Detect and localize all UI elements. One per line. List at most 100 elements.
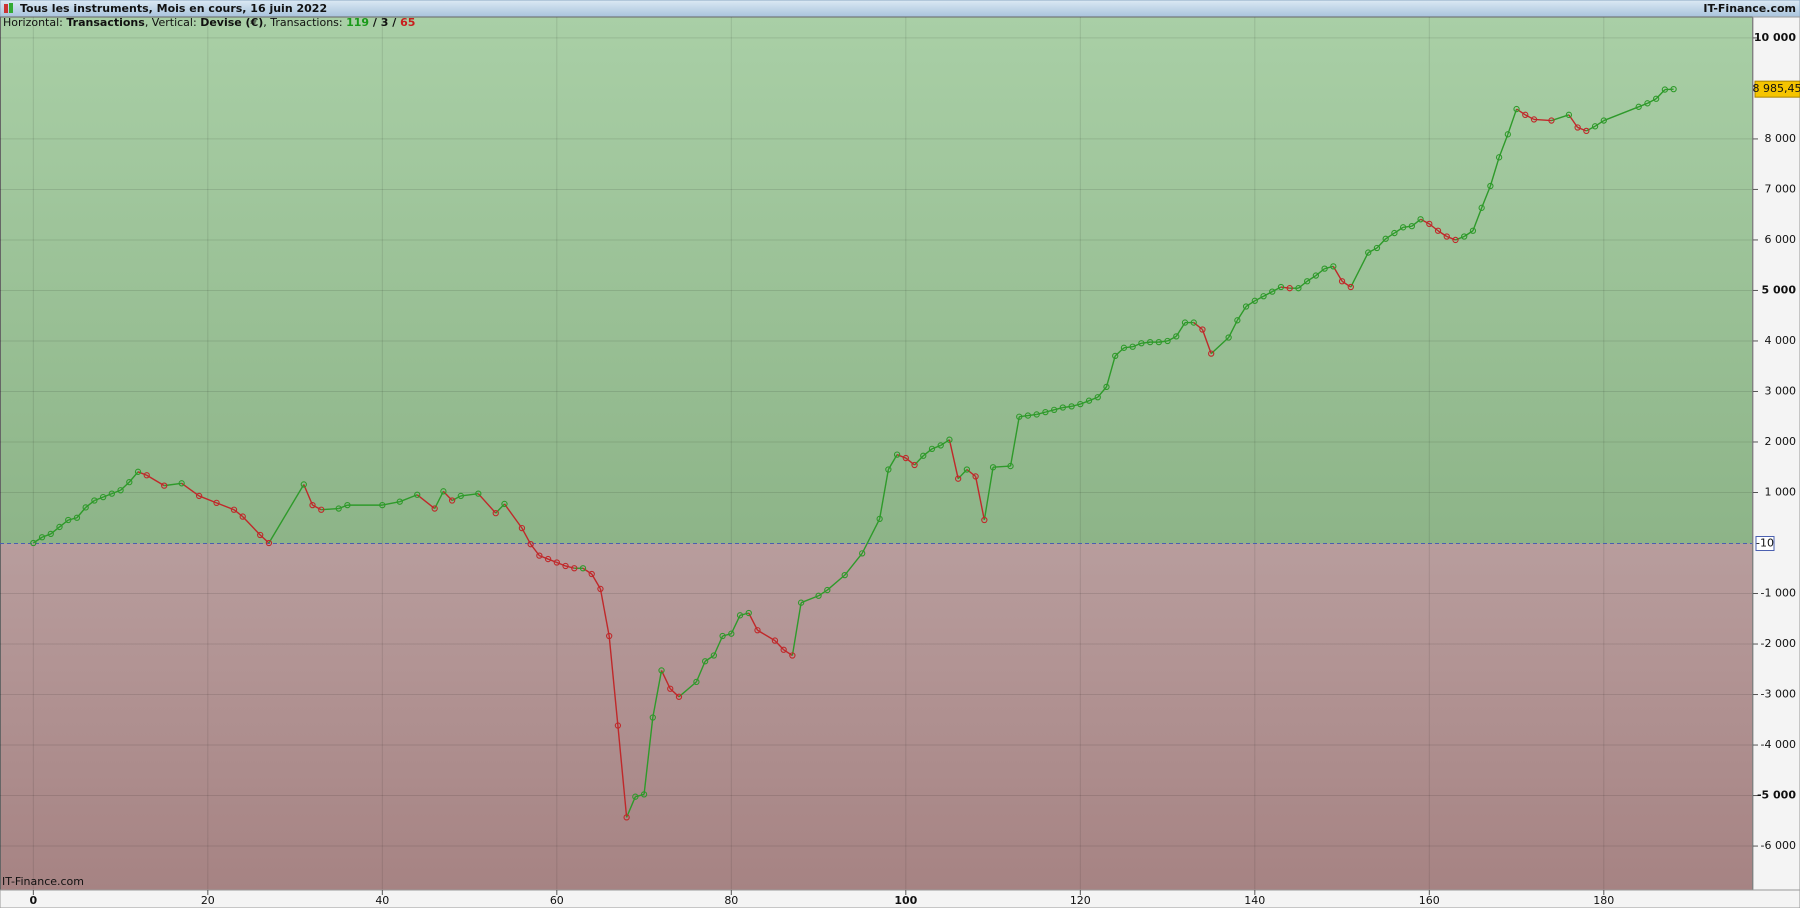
line-segment — [1245, 300, 1256, 308]
line-segment — [565, 565, 575, 569]
line-segment — [1507, 108, 1518, 135]
point — [1548, 117, 1555, 124]
line-segment — [146, 474, 165, 487]
point — [606, 632, 613, 640]
point — [1077, 400, 1084, 408]
line-segment — [643, 717, 654, 795]
line-segment — [312, 504, 322, 511]
line-segment — [1420, 218, 1430, 225]
point — [736, 612, 744, 619]
point — [344, 501, 351, 509]
point — [1330, 263, 1337, 270]
point — [440, 488, 447, 495]
point — [1382, 235, 1389, 242]
negative-zone — [0, 543, 1753, 890]
line-segment — [599, 588, 610, 637]
point — [38, 534, 46, 541]
line-segment — [68, 517, 78, 521]
watermark: IT-Finance.com — [2, 875, 84, 888]
line-segment — [1577, 126, 1587, 132]
y-tick-label: -5 000 — [1757, 789, 1796, 802]
point — [1478, 204, 1485, 211]
line-segment — [1062, 405, 1072, 409]
point — [946, 436, 953, 443]
line-segment — [1158, 340, 1168, 343]
point — [1591, 123, 1599, 130]
y-tick-label: 8 000 — [1765, 132, 1797, 145]
line-segment — [1210, 337, 1230, 355]
point — [1269, 288, 1276, 295]
point — [1164, 337, 1171, 345]
line-segment — [338, 504, 348, 510]
line-segment — [826, 574, 846, 591]
y-tick-label: -6 000 — [1761, 839, 1796, 852]
point — [1365, 249, 1372, 256]
line-segment — [1141, 341, 1151, 344]
point — [1408, 223, 1416, 230]
point — [335, 505, 342, 512]
line-segment — [905, 457, 915, 466]
point — [544, 555, 552, 563]
line-segment — [774, 640, 785, 651]
line-segment — [556, 561, 566, 567]
point — [789, 652, 796, 659]
point — [920, 452, 927, 459]
line-segment — [1009, 416, 1020, 467]
line-segment — [1201, 329, 1212, 354]
line-segment — [111, 489, 121, 495]
y-tick-label: 6 000 — [1765, 233, 1797, 246]
point — [265, 539, 273, 547]
subtitle-part: / — [388, 16, 400, 29]
line-segment — [1394, 226, 1404, 234]
line-segment — [85, 499, 95, 508]
point — [562, 562, 569, 570]
point — [824, 586, 831, 594]
subtitle-part: / — [369, 16, 381, 29]
line-segment — [1376, 238, 1387, 249]
point — [318, 506, 325, 513]
point — [1181, 319, 1189, 326]
line-segment — [617, 725, 628, 818]
point — [239, 513, 246, 520]
line-segment — [1053, 406, 1064, 411]
line-segment — [748, 612, 759, 631]
subtitle-part: Transactions — [66, 16, 145, 29]
line-segment — [1403, 225, 1412, 229]
line-segment — [966, 468, 977, 477]
point — [143, 472, 150, 479]
positive-zone — [0, 17, 1753, 544]
line-segment — [791, 602, 802, 656]
point — [815, 592, 822, 599]
point — [1487, 182, 1494, 190]
line-segment — [1080, 400, 1090, 405]
point — [379, 501, 386, 509]
line-segment — [50, 526, 60, 535]
subtitle-part: 119 — [346, 16, 369, 29]
line-segment — [704, 654, 715, 662]
point — [701, 658, 709, 665]
line-segment — [695, 660, 706, 683]
point — [178, 480, 185, 487]
point — [91, 497, 98, 504]
point — [893, 451, 901, 458]
line-segment — [59, 519, 69, 528]
line-segment — [268, 484, 305, 544]
line-segment — [1350, 252, 1369, 288]
point — [1251, 297, 1258, 304]
line-segment — [878, 469, 890, 520]
y-tick-label: -4 000 — [1761, 738, 1796, 751]
point — [1190, 319, 1197, 326]
point — [30, 539, 37, 547]
y-tick-label: 7 000 — [1765, 182, 1797, 195]
line-segment — [1105, 355, 1116, 388]
point — [1016, 413, 1023, 420]
line-segment — [1123, 346, 1133, 349]
point — [1644, 100, 1651, 107]
point — [1286, 285, 1293, 292]
y-tick-label: 1 000 — [1765, 485, 1797, 498]
line-segment — [730, 615, 741, 634]
point — [1042, 408, 1049, 416]
point — [579, 565, 587, 572]
point — [902, 454, 909, 462]
point — [1155, 338, 1162, 346]
